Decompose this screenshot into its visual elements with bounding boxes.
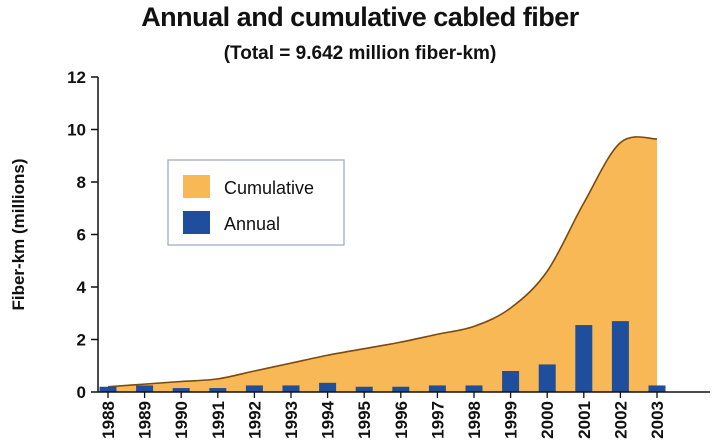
x-tick-label-1998: 1998 (465, 401, 484, 439)
annual-bar-1994 (319, 382, 337, 392)
x-tick-label-1997: 1997 (428, 401, 447, 439)
annual-bar-2002 (611, 321, 629, 392)
annual-bar-1997 (428, 385, 446, 392)
annual-bar-1992 (245, 385, 263, 392)
y-tick-label-6: 6 (77, 226, 86, 245)
annual-bar-1998 (465, 385, 483, 392)
x-tick-label-1994: 1994 (319, 400, 338, 438)
chart-subtitle: (Total = 9.642 million fiber-km) (223, 43, 497, 64)
y-tick-label-12: 12 (67, 68, 86, 87)
x-tick-label-1991: 1991 (209, 401, 228, 439)
y-tick-label-0: 0 (77, 383, 86, 402)
x-tick-label-1992: 1992 (245, 401, 264, 439)
y-tick-label-8: 8 (77, 173, 86, 192)
x-tick-label-1993: 1993 (282, 401, 301, 439)
legend-label-annual: Annual (224, 214, 280, 234)
x-tick-label-1989: 1989 (136, 401, 155, 439)
annual-bar-1988 (99, 386, 117, 392)
x-tick-label-2003: 2003 (648, 401, 667, 439)
annual-bar-1996 (392, 386, 410, 392)
y-axis-label: Fiber-km (millions) (9, 158, 28, 310)
annual-bar-1995 (355, 386, 373, 392)
x-tick-label-1990: 1990 (172, 401, 191, 439)
annual-bar-2001 (575, 325, 593, 392)
annual-bar-2000 (538, 364, 556, 392)
annual-bar-1989 (136, 385, 154, 392)
annual-bar-1993 (282, 385, 300, 392)
annual-bar-1991 (209, 388, 227, 392)
annual-bar-1990 (172, 388, 190, 392)
annual-bar-2003 (648, 385, 666, 392)
legend-label-cumulative: Cumulative (224, 178, 314, 198)
x-tick-label-1995: 1995 (355, 401, 374, 439)
annual-bar-1999 (502, 371, 520, 392)
y-tick-label-10: 10 (67, 121, 86, 140)
cumulative-area (108, 136, 657, 392)
legend-swatch-annual (183, 211, 210, 234)
y-tick-label-2: 2 (77, 331, 86, 350)
chart-title: Annual and cumulative cabled fiber (141, 2, 579, 32)
legend-swatch-cumulative (183, 175, 210, 198)
x-tick-label-1999: 1999 (502, 401, 521, 439)
x-tick-label-2001: 2001 (575, 401, 594, 439)
x-tick-label-2000: 2000 (538, 401, 557, 439)
x-tick-label-1988: 1988 (99, 401, 118, 439)
x-tick-label-1996: 1996 (392, 401, 411, 439)
y-tick-label-4: 4 (77, 278, 87, 297)
cumulative-line (107, 136, 658, 388)
x-tick-label-2002: 2002 (611, 401, 630, 439)
